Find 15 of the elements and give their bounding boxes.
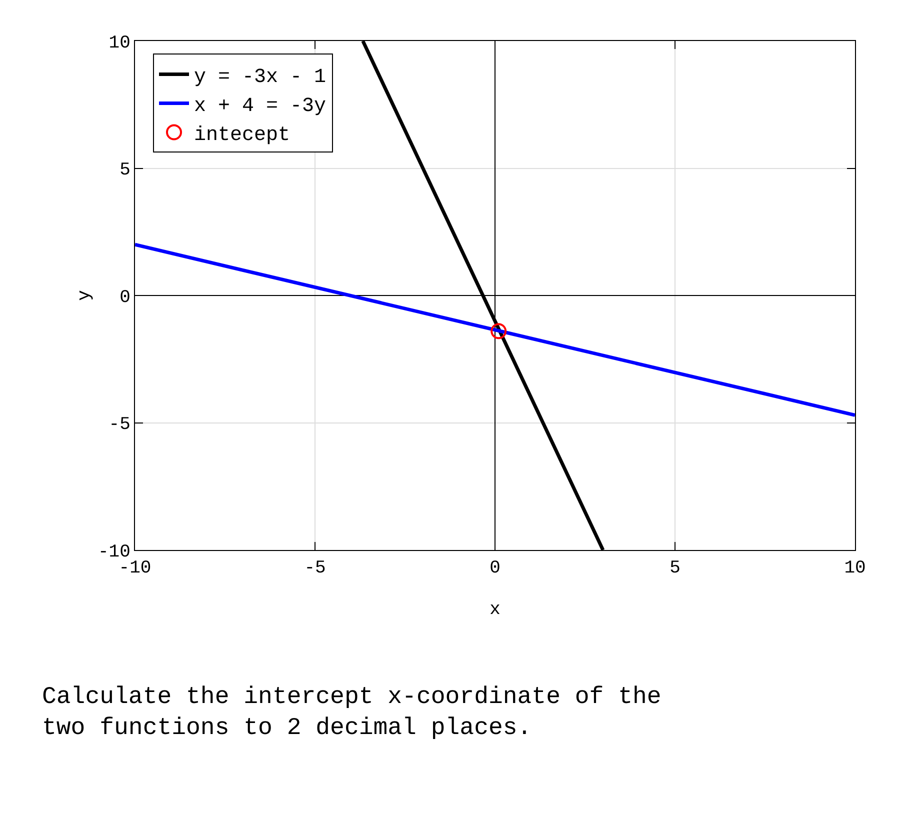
- text: Calculate the intercept x-coordinate of the two functions to 2 decimal places.: [42, 684, 662, 742]
- y-tick-label: 5: [120, 160, 130, 181]
- y-tick-label: -10: [98, 542, 130, 562]
- x-tick-label: 0: [490, 558, 500, 579]
- legend-label: x + 4 = -3y: [194, 95, 326, 118]
- legend-label: y = -3x - 1: [194, 66, 326, 90]
- x-tick-label: 10: [844, 558, 866, 579]
- x-tick-label: -5: [304, 558, 326, 579]
- y-tick-label: -5: [108, 415, 130, 436]
- y-tick-label: 10: [108, 33, 130, 54]
- x-axis-title: x: [490, 600, 500, 620]
- legend-label: intecept: [194, 124, 290, 148]
- x-tick-label: 5: [670, 558, 680, 579]
- y-tick-label: 0: [120, 288, 130, 308]
- y-axis-title: y: [75, 290, 95, 301]
